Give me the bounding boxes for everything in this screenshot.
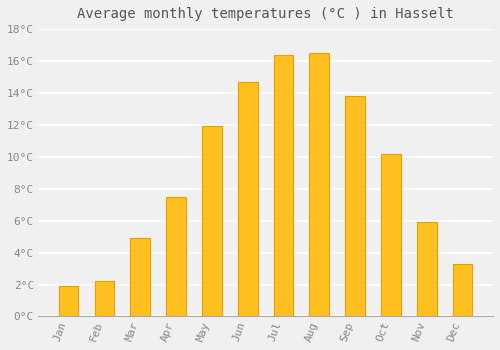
Bar [381, 154, 401, 316]
Bar [94, 281, 114, 316]
Bar [130, 238, 150, 316]
Bar [202, 126, 222, 316]
Bar [452, 264, 472, 316]
Title: Average monthly temperatures (°C ) in Hasselt: Average monthly temperatures (°C ) in Ha… [77, 7, 454, 21]
Bar [310, 53, 329, 316]
Bar [346, 96, 365, 316]
Bar [417, 222, 436, 316]
Bar [59, 286, 78, 316]
Bar [166, 197, 186, 316]
Bar [274, 55, 293, 316]
Bar [238, 82, 258, 316]
